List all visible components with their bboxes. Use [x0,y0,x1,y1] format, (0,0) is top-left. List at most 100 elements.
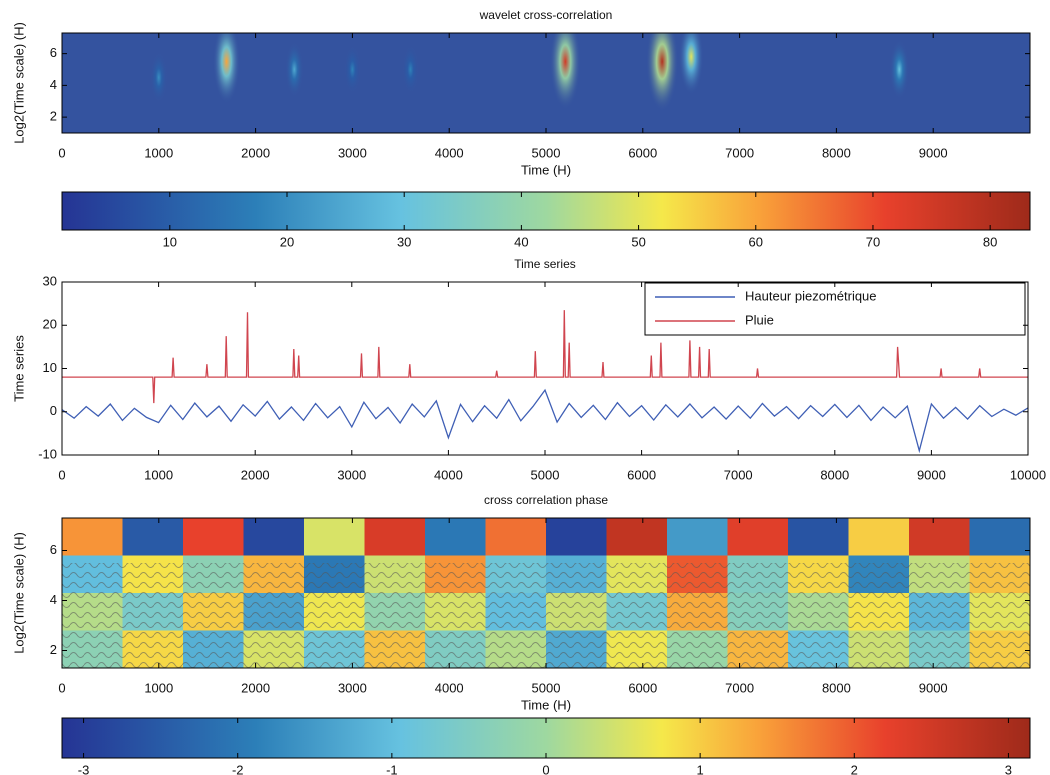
correlation-spot [678,33,704,95]
y-tick-label: 4 [50,592,57,607]
colorbar [61,191,1031,231]
colorbar-tick-label: 60 [749,234,763,249]
phase-cell [183,518,244,556]
phase-cell [62,518,123,556]
heatmap-background [62,33,1030,133]
series-line [62,310,1028,404]
y-tick-label: 0 [50,403,57,418]
correlation-spot [402,44,419,95]
legend-label: Pluie [745,312,774,327]
phase-cell [304,518,365,556]
phase-cell [848,518,910,556]
y-axis-label: Log2(Time scale) (H) [11,532,26,654]
x-tick-label: 0 [58,680,65,695]
colorbar-tick-label: 10 [163,234,177,249]
y-axis-label: Time series [11,335,26,402]
x-axis-label: Time (H) [521,162,571,177]
phase-cell [485,518,547,556]
plot-area [62,33,1030,133]
colorbar-tick-label: -2 [232,762,244,775]
chart-title: Time series [514,257,576,271]
phase-cell [425,518,486,556]
x-tick-label: 7000 [725,145,754,160]
x-tick-label: 8000 [820,467,849,482]
y-tick-label: 2 [50,109,57,124]
correlation-spot [889,39,910,100]
phase-cell [667,518,728,556]
y-tick-label: 6 [50,542,57,557]
y-tick-label: -10 [38,446,57,461]
colorbar-tick-label: 20 [280,234,294,249]
x-tick-label: 8000 [822,145,851,160]
x-tick-label: 4000 [435,680,464,695]
phase-cell [788,518,849,556]
plot-area [62,518,1030,668]
y-tick-label: 10 [43,360,57,375]
x-tick-label: 0 [58,467,65,482]
x-tick-label: 7000 [725,680,754,695]
colorbar-tick-label: 50 [631,234,645,249]
colorbar-tick-label: 40 [514,234,528,249]
x-tick-label: 9000 [919,145,948,160]
plot-area [62,310,1028,454]
x-tick-label: 8000 [822,680,851,695]
x-tick-label: 6000 [627,467,656,482]
x-tick-label: 2000 [241,467,270,482]
phase-cell [909,518,970,556]
y-tick-label: 20 [43,317,57,332]
legend-label: Hauteur piezométrique [745,288,877,303]
x-tick-label: 3000 [338,680,367,695]
phase-cell [546,518,607,556]
colorbar [61,717,1031,759]
phase-cell [727,518,789,556]
x-tick-label: 4000 [435,145,464,160]
correlation-spot [344,44,361,95]
colorbar-tick-label: 80 [983,234,997,249]
x-tick-label: 2000 [241,680,270,695]
series-line [62,388,1028,454]
x-axis-label: Time (H) [521,697,571,712]
x-tick-label: 0 [58,145,65,160]
x-tick-label: 1000 [144,145,173,160]
colorbar-tick-label: 0 [542,762,549,775]
y-tick-label: 6 [50,45,57,60]
x-tick-label: 9000 [919,680,948,695]
colorbar-tick-label: -3 [78,762,90,775]
colorbar-tick-label: 1 [697,762,704,775]
chart-title: wavelet cross-correlation [479,8,613,22]
x-tick-label: 5000 [532,680,561,695]
phase-cell [243,518,305,556]
y-axis-label: Log2(Time scale) (H) [11,22,26,144]
colorbar-tick-label: -1 [386,762,398,775]
x-tick-label: 3000 [337,467,366,482]
legend-box [644,282,1026,336]
x-tick-label: 6000 [628,680,657,695]
x-tick-label: 6000 [628,145,657,160]
y-tick-label: 30 [43,273,57,288]
correlation-spot [646,33,679,112]
colorbar-tick-label: 2 [851,762,858,775]
phase-cell [969,518,1030,556]
phase-cell [122,518,184,556]
correlation-spot [549,33,581,110]
x-tick-label: 3000 [338,145,367,160]
x-tick-label: 9000 [917,467,946,482]
correlation-spot [285,41,304,98]
x-tick-label: 1000 [144,467,173,482]
colorbar-tick-label: 30 [397,234,411,249]
x-tick-label: 7000 [724,467,753,482]
x-tick-label: 5000 [532,145,561,160]
x-tick-label: 5000 [531,467,560,482]
texture [62,563,1030,668]
correlation-spot [150,51,168,104]
colorbar-tick-label: 3 [1005,762,1012,775]
x-tick-label: 2000 [241,145,270,160]
phase-cell [364,518,426,556]
phase-cell [606,518,668,556]
x-tick-label: 1000 [144,680,173,695]
x-tick-label: 4000 [434,467,463,482]
y-tick-label: 2 [50,642,57,657]
chart-title: cross correlation phase [484,493,608,507]
